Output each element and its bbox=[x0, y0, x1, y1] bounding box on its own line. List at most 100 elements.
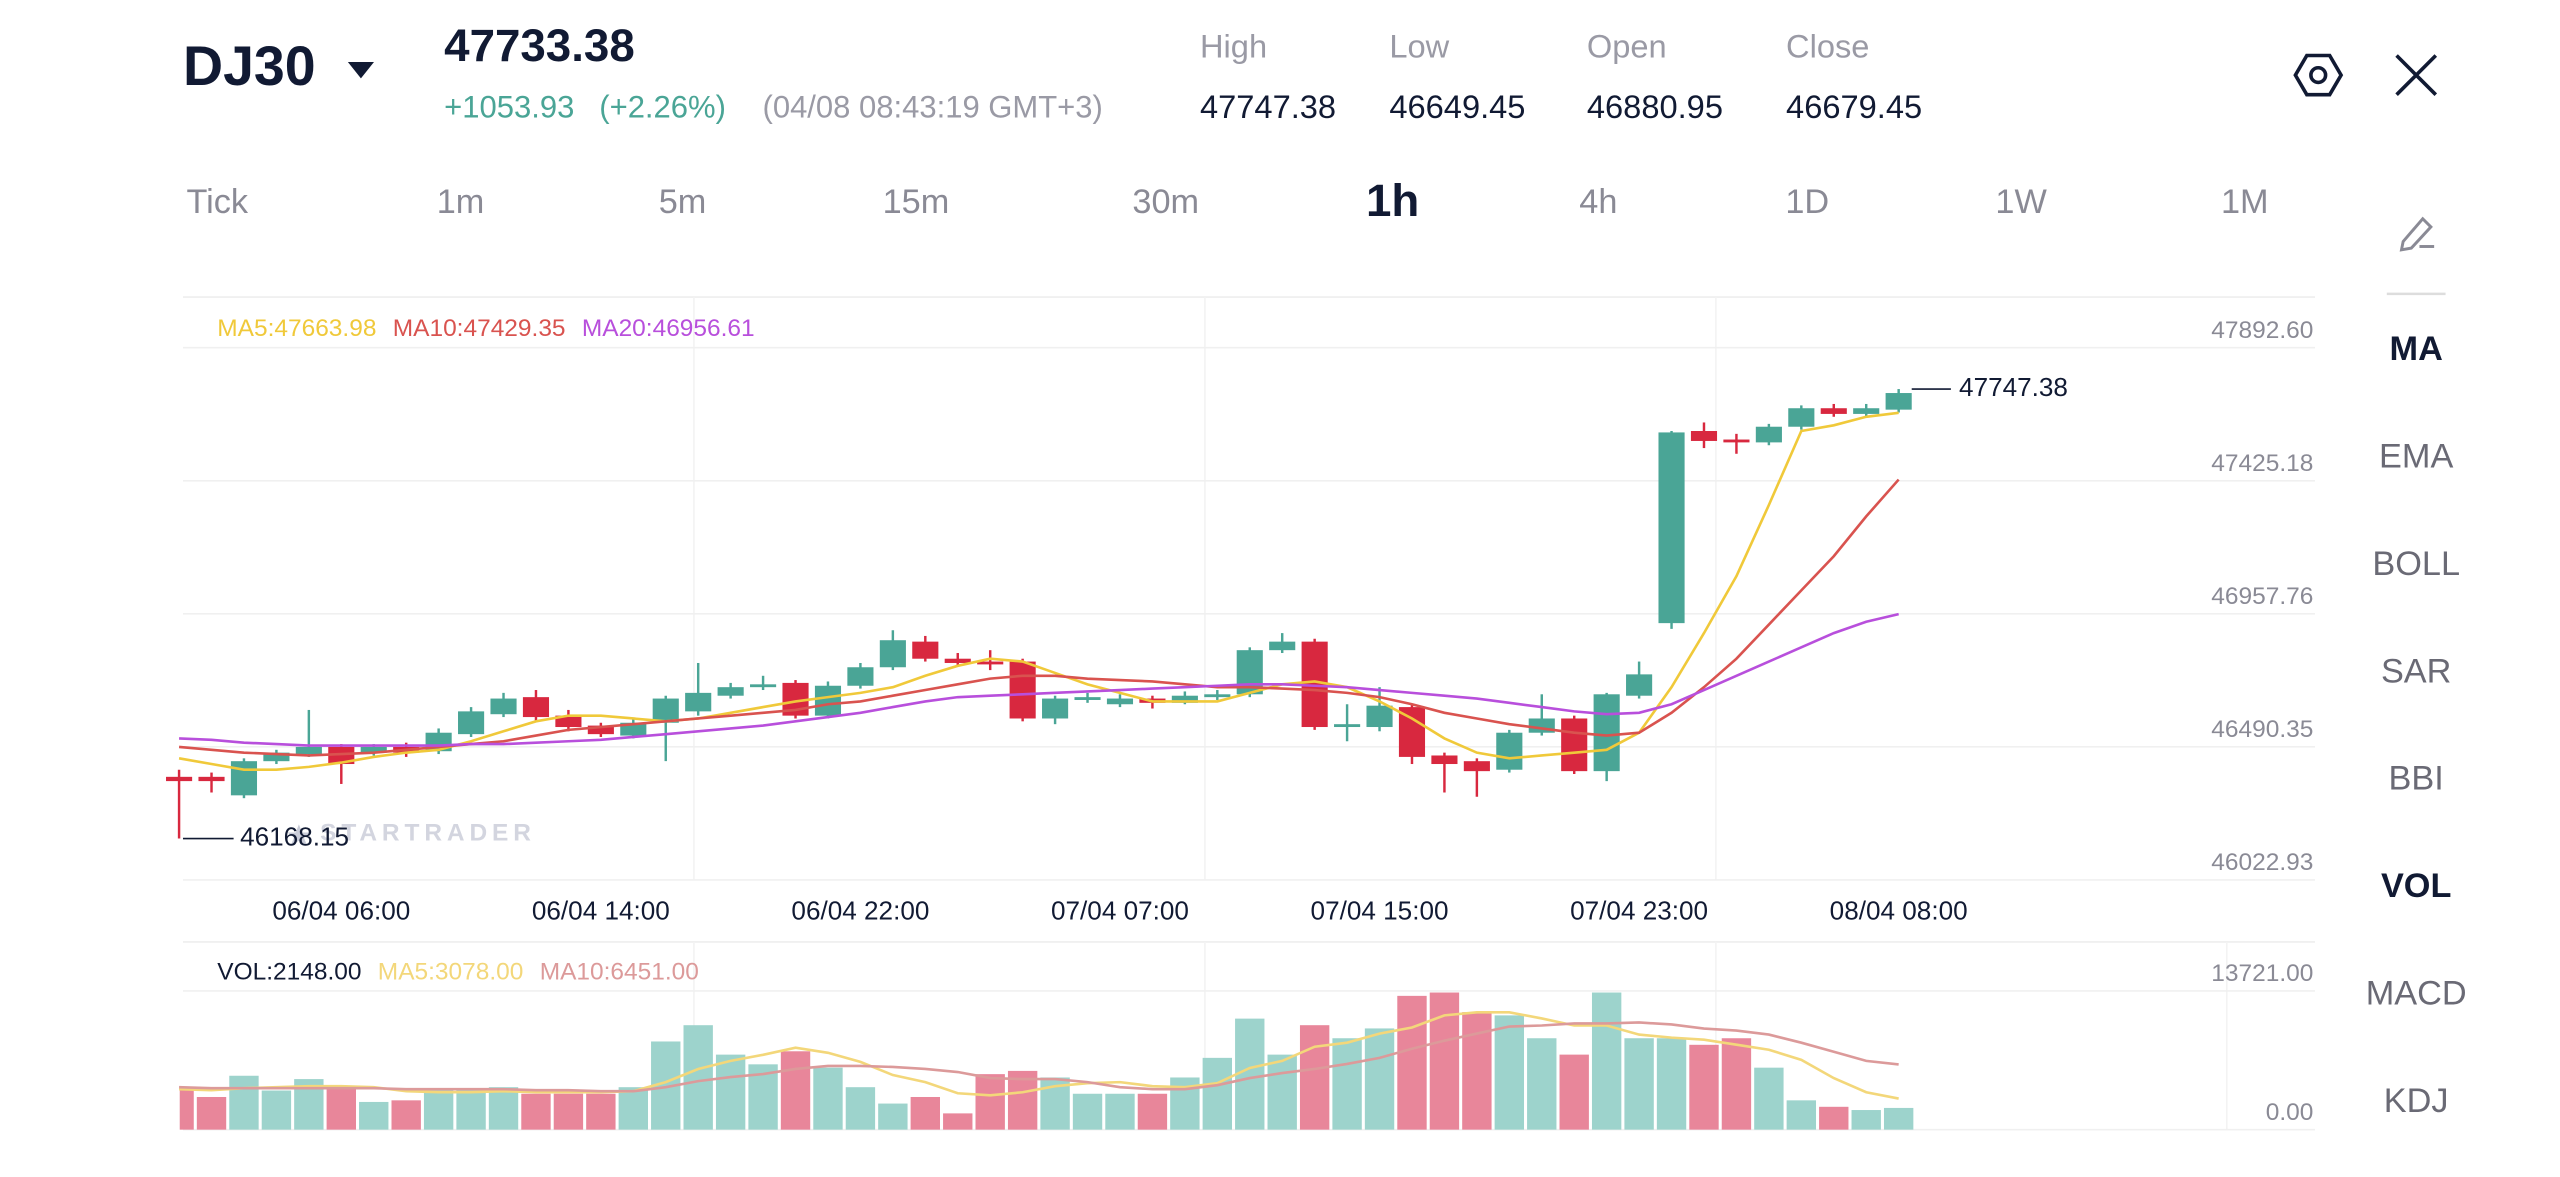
y-tick-label: 0.00 bbox=[2266, 1099, 2314, 1126]
indicator[interactable]: MA bbox=[2390, 330, 2443, 368]
stat-value: 46880.95 bbox=[1587, 88, 1723, 125]
stat-label: Low bbox=[1389, 28, 1449, 65]
volume-bar bbox=[391, 1100, 421, 1130]
volume-bar bbox=[179, 1087, 194, 1130]
volume-bar bbox=[1819, 1106, 1849, 1130]
candle-body bbox=[328, 746, 355, 765]
timeframe[interactable]: 1M bbox=[2221, 183, 2269, 221]
x-tick-label: 07/04 23:00 bbox=[1570, 895, 1708, 925]
candle-body bbox=[522, 697, 550, 718]
legend-entry: MA10:47429.35 bbox=[393, 315, 566, 342]
candle-body bbox=[847, 667, 874, 686]
volume-bar bbox=[1754, 1067, 1784, 1130]
stat-value: 46679.45 bbox=[1786, 88, 1922, 125]
volume-bar bbox=[326, 1087, 356, 1130]
y-tick-label: 46490.35 bbox=[2211, 716, 2313, 743]
y-tick-label: 13721.00 bbox=[2211, 960, 2313, 987]
candle-body bbox=[1561, 718, 1588, 772]
candle-body bbox=[1788, 408, 1815, 427]
ma-line bbox=[178, 411, 1899, 772]
indicator[interactable]: MACD bbox=[2366, 975, 2467, 1013]
volume-bar bbox=[1494, 1015, 1525, 1130]
candle-body bbox=[1690, 431, 1718, 441]
timeframe[interactable]: 30m bbox=[1132, 183, 1199, 221]
draw-icon[interactable] bbox=[2399, 216, 2435, 252]
volume-bar bbox=[1072, 1093, 1103, 1130]
candle-body bbox=[1074, 697, 1101, 700]
stat-value: 47747.38 bbox=[1200, 88, 1336, 125]
x-tick-label: 06/04 14:00 bbox=[532, 895, 670, 925]
timeframe[interactable]: 1m bbox=[437, 183, 485, 221]
ma-line bbox=[179, 1021, 1899, 1093]
candle-body bbox=[652, 698, 679, 723]
candle-body bbox=[977, 661, 1004, 665]
volume-bar bbox=[456, 1090, 486, 1130]
candle-body bbox=[879, 640, 906, 668]
max-marker-label: 47747.38 bbox=[1959, 372, 2068, 402]
ma-line bbox=[179, 1011, 1899, 1100]
indicator[interactable]: SAR bbox=[2381, 652, 2451, 690]
stat-label: Close bbox=[1786, 28, 1869, 65]
volume-bar bbox=[359, 1101, 389, 1130]
indicator[interactable]: BBI bbox=[2389, 760, 2444, 798]
timeframe[interactable]: 1D bbox=[1785, 183, 1829, 221]
candle-body bbox=[1398, 707, 1426, 757]
candle-body bbox=[1658, 432, 1685, 624]
candle-body bbox=[587, 725, 614, 735]
candle-body bbox=[1463, 761, 1490, 772]
legend-entry: MA5:3078.00 bbox=[378, 958, 524, 985]
candle-body bbox=[944, 658, 971, 663]
volume-bar bbox=[1851, 1110, 1881, 1130]
min-marker-label: 46168.15 bbox=[240, 821, 349, 851]
indicator[interactable]: VOL bbox=[2381, 867, 2451, 905]
candle-body bbox=[1204, 694, 1231, 698]
candle-body bbox=[912, 641, 939, 659]
settings-icon[interactable] bbox=[2293, 53, 2344, 97]
x-tick-label: 07/04 15:00 bbox=[1311, 895, 1449, 925]
volume-bar bbox=[618, 1087, 648, 1130]
timeframe[interactable]: 1W bbox=[1995, 183, 2047, 221]
timeframes: Tick 1m 5m 15m 30m 1h 4h 1D 1W 1M bbox=[186, 175, 2268, 226]
volume-bar bbox=[488, 1087, 519, 1130]
timeframe[interactable]: 4h bbox=[1579, 183, 1617, 221]
volume-bar bbox=[975, 1074, 1005, 1130]
candle-body bbox=[1885, 393, 1912, 410]
x-tick-label: 06/04 06:00 bbox=[272, 895, 410, 925]
timestamp: (04/08 08:43:19 GMT+3) bbox=[763, 90, 1103, 125]
price-chart: 47892.60 47425.18 46957.76 46490.35 46022.93… bbox=[166, 315, 2315, 925]
indicator[interactable]: EMA bbox=[2379, 437, 2453, 475]
volume-bar bbox=[1267, 1054, 1297, 1130]
symbol-dropdown[interactable] bbox=[347, 62, 374, 79]
volume-bar bbox=[813, 1067, 843, 1130]
indicator[interactable]: BOLL bbox=[2372, 545, 2460, 583]
legend-entry: MA20:46956.61 bbox=[582, 315, 755, 342]
stat-label: Open bbox=[1587, 28, 1667, 65]
volume-bar bbox=[1656, 1038, 1687, 1130]
candle-body bbox=[1269, 641, 1296, 651]
timeframe[interactable]: 1h bbox=[1366, 175, 1419, 226]
candle-body bbox=[198, 776, 225, 782]
timeframe[interactable]: 15m bbox=[883, 183, 950, 221]
change-pct: (+2.26%) bbox=[599, 90, 726, 125]
indicator[interactable]: KDJ bbox=[2384, 1082, 2449, 1120]
x-tick-label: 07/04 07:00 bbox=[1051, 895, 1189, 925]
volume-bar bbox=[1462, 1012, 1492, 1130]
volume-bar bbox=[196, 1096, 227, 1130]
volume-bar bbox=[715, 1054, 746, 1130]
change: +1053.93 bbox=[444, 90, 574, 125]
volume-bar bbox=[521, 1093, 551, 1130]
volume-bar bbox=[683, 1025, 713, 1130]
candle-body bbox=[166, 776, 193, 782]
candle-body bbox=[814, 685, 842, 716]
symbol[interactable]: DJ30 bbox=[183, 35, 316, 97]
stats: High 47747.38 Low 46649.45 Open 46880.95 Close… bbox=[1200, 28, 1922, 125]
volume-bar bbox=[1786, 1100, 1817, 1130]
volume-bar bbox=[845, 1087, 876, 1130]
timeframe[interactable]: 5m bbox=[659, 183, 707, 221]
candle-body bbox=[230, 761, 258, 796]
timeframe[interactable]: Tick bbox=[186, 183, 248, 221]
close-icon[interactable] bbox=[2395, 54, 2438, 96]
candle-body bbox=[1755, 426, 1782, 443]
x-tick-label: 08/04 08:00 bbox=[1830, 895, 1968, 925]
ma-line bbox=[178, 478, 1900, 757]
